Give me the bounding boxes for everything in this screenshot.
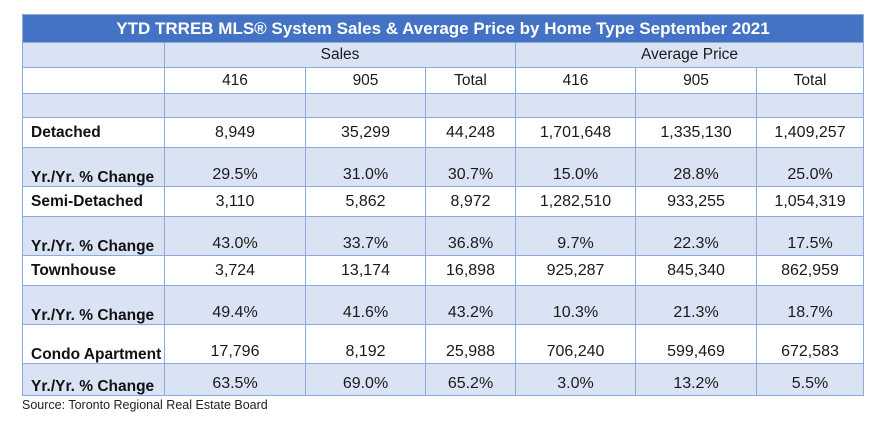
spacer-row [22, 93, 865, 118]
row-label: Condo Apartment [22, 324, 165, 364]
table-cell: 65.2% [425, 363, 516, 396]
table-cell: 49.4% [164, 285, 306, 325]
table-cell: 5.5% [755, 363, 865, 396]
table-cell: 10.3% [515, 285, 636, 325]
table-cell: 43.2% [425, 285, 516, 325]
table-cell: 35,299 [305, 117, 426, 148]
table-cell: 15.0% [515, 147, 636, 187]
table-cell: 1,282,510 [515, 186, 636, 217]
group-header-average-price: Average Price [514, 42, 865, 68]
table-row: Yr./Yr. % Change 49.4% 41.6% 43.2% 10.3% 21.3… [22, 285, 865, 325]
sales-price-table: YTD TRREB MLS® System Sales & Average Pr… [21, 14, 865, 396]
table-cell: 3,110 [164, 186, 306, 217]
table-cell: 933,255 [635, 186, 757, 217]
table-row: Detached 8,949 35,299 44,248 1,701,648 1,335,… [22, 117, 865, 148]
table-cell: 1,409,257 [755, 117, 865, 148]
group-header-sales: Sales [164, 42, 516, 68]
table-cell: 845,340 [635, 255, 757, 286]
table-cell: 44,248 [425, 117, 516, 148]
table-cell: 3,724 [164, 255, 306, 286]
table-row: Semi-Detached 3,110 5,862 8,972 1,282,510 933… [22, 186, 865, 217]
table-row: Condo Apartment 17,796 8,192 25,988 706,240 5… [22, 324, 865, 364]
table-cell: 36.8% [425, 216, 516, 256]
table-cell: 25.0% [755, 147, 865, 187]
col-header-price-total: Total [755, 67, 865, 94]
source-note: Source: Toronto Regional Real Estate Boa… [22, 398, 268, 412]
col-header-price-905: 905 [635, 67, 757, 94]
table-title: YTD TRREB MLS® System Sales & Average Pr… [21, 14, 865, 43]
row-label: Semi-Detached [22, 186, 165, 217]
table-cell: 18.7% [755, 285, 865, 325]
table-cell: 31.0% [305, 147, 426, 187]
table-cell: 1,701,648 [515, 117, 636, 148]
table-cell: 17.5% [755, 216, 865, 256]
table-cell: 21.3% [635, 285, 757, 325]
table-cell: 862,959 [755, 255, 865, 286]
col-header-price-416: 416 [515, 67, 636, 94]
row-label: Yr./Yr. % Change [22, 147, 165, 187]
table-cell: 672,583 [755, 324, 865, 364]
table-row: Yr./Yr. % Change 29.5% 31.0% 30.7% 15.0% 28.8… [22, 147, 865, 187]
header-corner [22, 42, 165, 68]
table-cell: 8,972 [425, 186, 516, 217]
table-cell: 17,796 [164, 324, 306, 364]
col-header-sales-416: 416 [164, 67, 306, 94]
table-cell: 16,898 [425, 255, 516, 286]
table-cell: 30.7% [425, 147, 516, 187]
sales-price-table-container: YTD TRREB MLS® System Sales & Average Pr… [21, 14, 865, 412]
table-row: Yr./Yr. % Change 63.5% 69.0% 65.2% 3.0% 13.2%… [22, 363, 865, 396]
table-row: Townhouse 3,724 13,174 16,898 925,287 845,340… [22, 255, 865, 286]
col-header-sales-total: Total [425, 67, 516, 94]
table-cell: 3.0% [515, 363, 636, 396]
table-cell: 63.5% [164, 363, 306, 396]
table-cell: 69.0% [305, 363, 426, 396]
row-label: Yr./Yr. % Change [22, 216, 165, 256]
table-cell: 22.3% [635, 216, 757, 256]
table-cell: 28.8% [635, 147, 757, 187]
table-cell: 9.7% [515, 216, 636, 256]
table-cell: 29.5% [164, 147, 306, 187]
table-cell: 8,949 [164, 117, 306, 148]
table-cell: 13.2% [635, 363, 757, 396]
table-cell: 599,469 [635, 324, 757, 364]
table-cell: 43.0% [164, 216, 306, 256]
row-label: Townhouse [22, 255, 165, 286]
row-label: Yr./Yr. % Change [22, 285, 165, 325]
table-cell: 925,287 [515, 255, 636, 286]
table-cell: 706,240 [515, 324, 636, 364]
table-cell: 13,174 [305, 255, 426, 286]
row-label: Yr./Yr. % Change [22, 363, 165, 396]
subheader-corner [22, 67, 165, 94]
table-cell: 1,335,130 [635, 117, 757, 148]
table-cell: 41.6% [305, 285, 426, 325]
table-cell: 5,862 [305, 186, 426, 217]
row-label: Detached [22, 117, 165, 148]
table-cell: 8,192 [305, 324, 426, 364]
col-header-sales-905: 905 [305, 67, 426, 94]
table-cell: 33.7% [305, 216, 426, 256]
table-cell: 1,054,319 [755, 186, 865, 217]
table-cell: 25,988 [425, 324, 516, 364]
table-row: Yr./Yr. % Change 43.0% 33.7% 36.8% 9.7% 22.3%… [22, 216, 865, 256]
